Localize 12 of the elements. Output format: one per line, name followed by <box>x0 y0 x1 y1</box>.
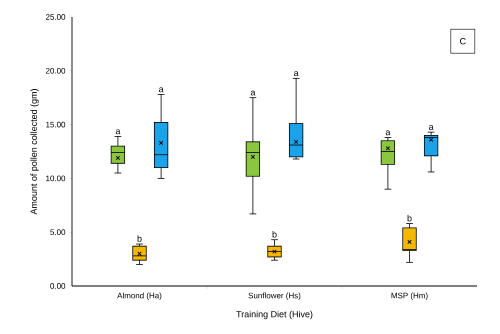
annotation: a <box>116 129 120 134</box>
x-axis-title: Training Diet (Hive) <box>236 310 312 320</box>
annotation: b <box>408 214 412 222</box>
annotation: b <box>138 235 142 242</box>
y-axis-title: Amount of pollen collected (gm) <box>30 89 39 215</box>
annotation: C <box>460 38 466 44</box>
annotation: a <box>386 130 390 136</box>
annotation: a <box>158 87 164 92</box>
annotation: a <box>294 71 299 76</box>
annotation: a <box>250 90 256 96</box>
annotation: a <box>428 125 434 130</box>
annotation: b <box>272 230 277 238</box>
